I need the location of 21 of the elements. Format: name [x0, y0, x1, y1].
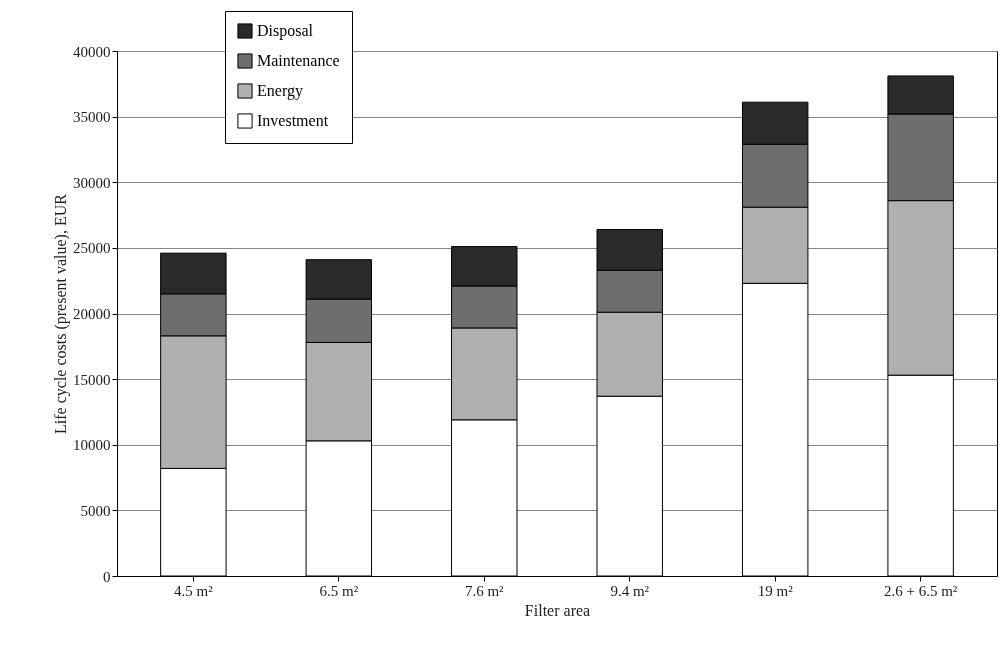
- x-tick-label: 2.6 + 6.5 m²: [883, 582, 958, 599]
- x-axis-title: Filter area: [524, 601, 591, 619]
- legend-label: Maintenance: [257, 52, 340, 69]
- y-tick-label: 40000: [73, 43, 111, 60]
- x-tick-label: 6.5 m²: [319, 582, 359, 599]
- x-tick-label: 19 m²: [757, 582, 794, 599]
- y-tick-label: 25000: [73, 240, 111, 257]
- y-tick-label: 15000: [73, 371, 111, 388]
- y-tick-label: 10000: [73, 437, 111, 454]
- legend-label: Energy: [257, 82, 303, 100]
- y-tick-label: 35000: [73, 109, 111, 126]
- y-tick-label: 0: [103, 568, 111, 585]
- y-axis-title: Life cycle costs (present value), EUR: [52, 193, 70, 434]
- legend-label: Disposal: [257, 22, 314, 40]
- x-tick-label: 9.4 m²: [610, 582, 650, 599]
- x-tick-label: 7.6 m²: [464, 582, 505, 599]
- y-tick-label: 30000: [73, 174, 111, 191]
- y-tick-label: 5000: [80, 502, 111, 519]
- x-tick-label: 4.5 m²: [174, 582, 214, 599]
- y-tick-label: 20000: [73, 306, 111, 322]
- legend-label: Investment: [257, 112, 329, 129]
